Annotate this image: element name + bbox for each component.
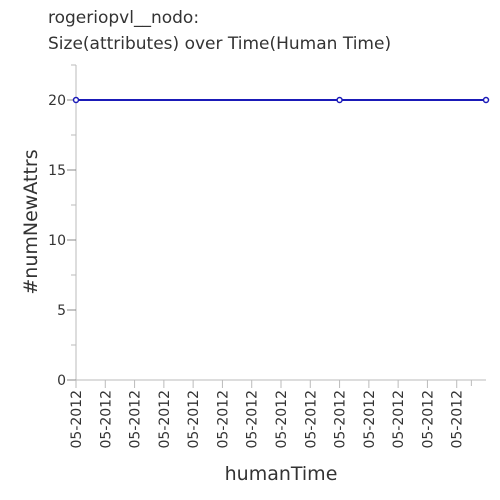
x-tick-label: 05-2012	[157, 390, 173, 449]
x-tick-label: 05-2012	[215, 390, 231, 449]
y-axis-label: #numNewAttrs	[20, 149, 42, 294]
x-axis-label: humanTime	[225, 463, 338, 485]
x-tick-label: 05-2012	[391, 390, 407, 449]
data-point	[484, 98, 489, 103]
y-tick-label: 0	[57, 373, 66, 389]
data-point	[337, 98, 342, 103]
x-tick-label: 05-2012	[128, 390, 144, 449]
x-tick-label: 05-2012	[69, 390, 85, 449]
y-tick-label: 10	[48, 233, 66, 249]
x-tick-label: 05-2012	[98, 390, 114, 449]
x-tick-label: 05-2012	[186, 390, 202, 449]
y-tick-label: 20	[48, 93, 66, 109]
x-tick-label: 05-2012	[303, 390, 319, 449]
x-tick-label: 05-2012	[450, 390, 466, 449]
data-point	[74, 98, 79, 103]
x-tick-label: 05-2012	[420, 390, 436, 449]
x-tick-label: 05-2012	[362, 390, 378, 449]
x-tick-label: 05-2012	[245, 390, 261, 449]
x-tick-label: 05-2012	[274, 390, 290, 449]
y-tick-label: 5	[57, 303, 66, 319]
y-tick-label: 15	[48, 163, 66, 179]
x-tick-label: 05-2012	[333, 390, 349, 449]
